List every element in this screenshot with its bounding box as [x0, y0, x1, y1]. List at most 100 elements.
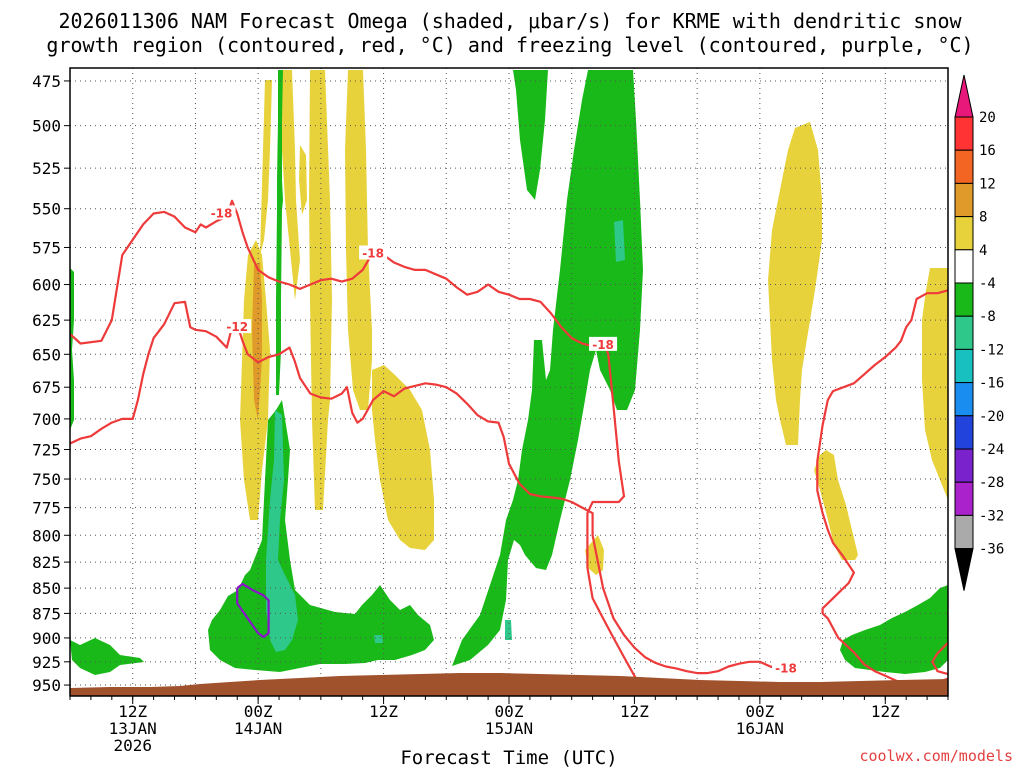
- y-tick-label: 500: [32, 117, 61, 136]
- credit-text: coolwx.com/models: [859, 747, 1013, 765]
- colorbar-level-label: -12: [979, 342, 1004, 358]
- y-tick-label: 950: [32, 676, 61, 695]
- colorbar-swatch: [954, 149, 974, 184]
- colorbar-level-label: 20: [979, 110, 996, 126]
- omega-yellow-region: [260, 80, 272, 255]
- omega-green-region: [276, 70, 283, 395]
- colorbar-level-label: -20: [979, 409, 1004, 425]
- omega-orange-region: [252, 262, 262, 420]
- colorbar-level-label: 12: [979, 176, 996, 192]
- contour-label: -18: [592, 338, 614, 352]
- colorbar-swatch: [954, 315, 974, 350]
- colorbar-top-cap: [954, 74, 974, 118]
- colorbar-swatch: [954, 182, 974, 218]
- y-tick-label: 625: [32, 311, 61, 330]
- contour-label: -18: [775, 661, 797, 675]
- omega-green-region: [840, 585, 948, 674]
- omega-green-region: [513, 70, 548, 200]
- y-tick-label: 875: [32, 604, 61, 623]
- x-tick-label: 12Z: [369, 702, 398, 721]
- colorbar-swatch: [954, 116, 974, 151]
- omega-yellow-region: [768, 122, 822, 445]
- colorbar-level-label: -16: [979, 376, 1004, 392]
- y-tick-label: 850: [32, 579, 61, 598]
- omega-cyan-region: [266, 410, 298, 652]
- x-tick-label: 00Z: [495, 702, 524, 721]
- x-tick-label: 15JAN: [485, 719, 533, 738]
- omega-green-region: [70, 268, 74, 430]
- x-tick-label: 13JAN: [109, 719, 157, 738]
- dendritic-growth-contour: [931, 642, 948, 676]
- y-tick-label: 525: [32, 159, 61, 178]
- colorbar-level-label: 8: [979, 210, 987, 226]
- omega-yellow-region: [814, 450, 858, 560]
- colorbar-swatch: [954, 348, 974, 384]
- omega-green-region: [452, 70, 643, 666]
- colorbar-swatch: [954, 448, 974, 483]
- y-tick-label: 925: [32, 653, 61, 672]
- colorbar-swatch: [954, 282, 974, 317]
- colorbar-level-label: -8: [979, 309, 996, 325]
- colorbar-level-label: -4: [979, 276, 996, 292]
- x-tick-label: 00Z: [244, 702, 273, 721]
- omega-yellow-region: [309, 70, 332, 510]
- colorbar-swatch: [954, 481, 974, 516]
- x-tick-label: 14JAN: [234, 719, 282, 738]
- omega-cyan-region: [505, 620, 512, 640]
- title-line-2: growth region (contoured, red, °C) and f…: [46, 33, 973, 57]
- omega-yellow-region: [282, 70, 300, 300]
- omega-green-region: [70, 638, 144, 675]
- contour-label: -18: [362, 246, 384, 260]
- colorbar-level-label: -24: [979, 442, 1004, 458]
- colorbar-swatch: [954, 514, 974, 550]
- y-tick-label: 825: [32, 553, 61, 572]
- x-tick-label: 2026: [113, 736, 152, 755]
- x-tick-label: 16JAN: [736, 719, 784, 738]
- x-axis-title: Forecast Time (UTC): [400, 747, 617, 768]
- colorbar-swatch: [954, 216, 974, 251]
- omega-yellow-region: [299, 145, 307, 215]
- dendritic-growth-contour: [70, 300, 782, 675]
- dendritic-growth-contour: [816, 289, 948, 688]
- omega-cyan-region: [374, 635, 383, 643]
- x-tick-label: 00Z: [745, 702, 774, 721]
- y-tick-label: 550: [32, 200, 61, 219]
- title-line-1: 2026011306 NAM Forecast Omega (shaded, μ…: [58, 9, 962, 33]
- contour-labels: -18 -18 -12 -18 -18: [207, 205, 800, 675]
- colorbar-level-label: 4: [979, 243, 987, 259]
- dendritic-growth-contour: [70, 199, 641, 686]
- colorbar-swatch: [954, 249, 974, 284]
- freezing-level-contour: [236, 582, 270, 639]
- terrain-ground: [70, 673, 948, 696]
- contour-label-background: [771, 660, 800, 675]
- y-tick-label: 775: [32, 499, 61, 518]
- y-tick-label: 725: [32, 440, 61, 459]
- x-tick-label: 12Z: [118, 702, 147, 721]
- y-tick-label: 575: [32, 238, 61, 257]
- colorbar-swatch: [954, 415, 974, 450]
- colorbar-level-label: -28: [979, 475, 1004, 491]
- contour-label-background: [223, 319, 252, 334]
- colorbar-swatch: [954, 382, 974, 417]
- omega-cyan-region: [614, 220, 625, 262]
- x-tick-label: 12Z: [620, 702, 649, 721]
- y-tick-label: 675: [32, 378, 61, 397]
- colorbar-level-label: 16: [979, 143, 996, 159]
- y-tick-label: 700: [32, 410, 61, 429]
- omega-yellow-region: [372, 365, 434, 550]
- contour-label-background: [207, 205, 236, 220]
- omega-green-region: [208, 400, 434, 672]
- contour-label: -18: [211, 206, 233, 220]
- y-tick-label: 900: [32, 629, 61, 648]
- colorbar-bottom-cap: [954, 548, 974, 591]
- contour-label: -12: [226, 320, 248, 334]
- y-tick-label: 750: [32, 470, 61, 489]
- x-tick-label: 12Z: [871, 702, 900, 721]
- contour-label-background: [589, 336, 618, 351]
- omega-colorbar: 20 16 12 8 4 -4 -8 -12 -16 -20 -24 -28 -32 -36: [954, 74, 1004, 591]
- omega-yellow-region: [345, 70, 372, 410]
- plot-area: -18 -18 -12 -18 -18: [69, 67, 949, 697]
- colorbar-level-label: -36: [979, 542, 1004, 558]
- y-tick-label: 650: [32, 345, 61, 364]
